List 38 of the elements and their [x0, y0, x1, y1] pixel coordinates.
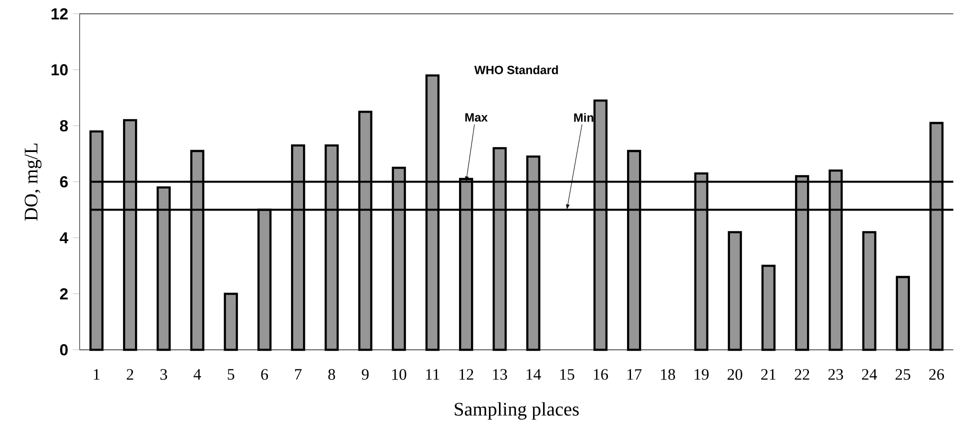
x-tick-label: 1: [94, 369, 100, 380]
x-tick-label: 18: [661, 369, 676, 380]
x-tick-label: 25: [896, 369, 910, 380]
x-tick-label: 15: [560, 369, 574, 380]
x-tick-label: 16: [594, 369, 608, 380]
x-tick-label: 5: [228, 369, 234, 380]
x-tick-label: 19: [694, 369, 709, 380]
x-tick-label: 6: [261, 369, 268, 380]
y-tick-label: 12: [52, 8, 68, 20]
x-tick-label: 2: [126, 369, 134, 380]
x-tick-label: 7: [295, 369, 302, 380]
annotation: Min: [574, 113, 594, 122]
x-tick-label: 26: [929, 369, 944, 380]
annotation: WHO Standard: [474, 65, 558, 74]
x-tick-label: 21: [761, 369, 776, 380]
y-tick-label: 2: [60, 288, 68, 300]
x-tick-label: 3: [160, 369, 168, 380]
x-tick-label: 10: [392, 369, 406, 380]
x-tick-label: 11: [426, 369, 440, 380]
x-tick-label: 14: [526, 369, 542, 380]
x-tick-label: 23: [828, 369, 844, 380]
y-tick-label: 10: [52, 64, 68, 76]
x-tick-label: 8: [328, 369, 336, 380]
x-tick-label: 9: [362, 369, 369, 380]
y-tick-label: 4: [60, 232, 68, 244]
y-tick-label: 0: [60, 344, 68, 356]
y-axis-title: DO, mg/L: [24, 144, 42, 221]
y-tick-label: 8: [60, 120, 68, 132]
x-tick-label: 24: [862, 369, 878, 380]
annotation: Max: [465, 113, 488, 122]
y-tick-label: 6: [60, 176, 68, 188]
x-tick-label: 13: [493, 369, 508, 380]
x-tick-label: 4: [194, 369, 202, 380]
x-tick-label: 20: [728, 369, 742, 380]
x-axis-title: Sampling places: [454, 402, 579, 420]
x-tick-label: 12: [460, 369, 474, 380]
x-tick-label: 17: [628, 369, 642, 380]
x-tick-label: 22: [794, 369, 810, 380]
